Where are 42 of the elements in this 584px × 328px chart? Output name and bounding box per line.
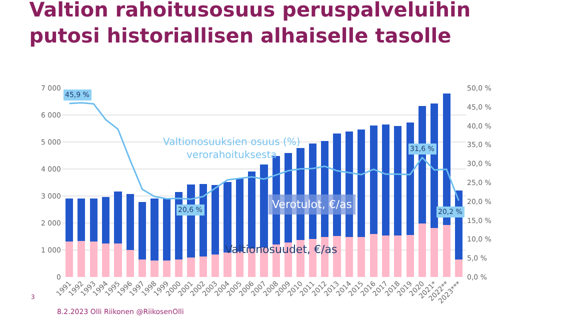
bar — [187, 258, 195, 277]
bar — [150, 260, 158, 277]
bar — [126, 250, 134, 277]
bar — [66, 241, 74, 277]
bar — [114, 192, 122, 244]
bar — [394, 236, 402, 277]
bar — [126, 194, 134, 250]
bar — [162, 260, 170, 277]
bar — [114, 243, 122, 277]
bar — [345, 237, 353, 277]
bar — [358, 237, 366, 277]
chart-title: Valtion rahoitusosuus peruspalveluihin putosi historiallisen alhaiselle tasolle — [29, 0, 471, 48]
bar — [90, 241, 98, 277]
bar — [394, 126, 402, 236]
bar — [212, 185, 220, 255]
bar — [224, 252, 232, 277]
bar — [138, 202, 146, 260]
bar — [454, 260, 462, 277]
bar — [150, 198, 158, 260]
bar — [442, 225, 450, 277]
series-label: Valtionosuuksien osuus (%) verorahoituksesta — [163, 137, 300, 161]
bar — [78, 198, 86, 242]
bar — [418, 223, 426, 277]
bar — [370, 125, 378, 234]
bar — [370, 234, 378, 277]
bar — [138, 259, 146, 277]
bar — [162, 198, 170, 260]
bar — [358, 130, 366, 238]
bar — [382, 124, 390, 236]
bar — [78, 241, 86, 277]
bar — [430, 228, 438, 277]
bar — [212, 254, 220, 277]
series-label: Verotulot, €/as — [272, 198, 352, 211]
bar — [175, 259, 183, 277]
line-series — [68, 102, 460, 202]
bar — [102, 243, 110, 277]
bar — [406, 235, 414, 277]
bar — [66, 198, 74, 242]
bar — [382, 235, 390, 277]
bar — [102, 196, 110, 244]
bar — [199, 256, 207, 277]
bar — [90, 198, 98, 242]
